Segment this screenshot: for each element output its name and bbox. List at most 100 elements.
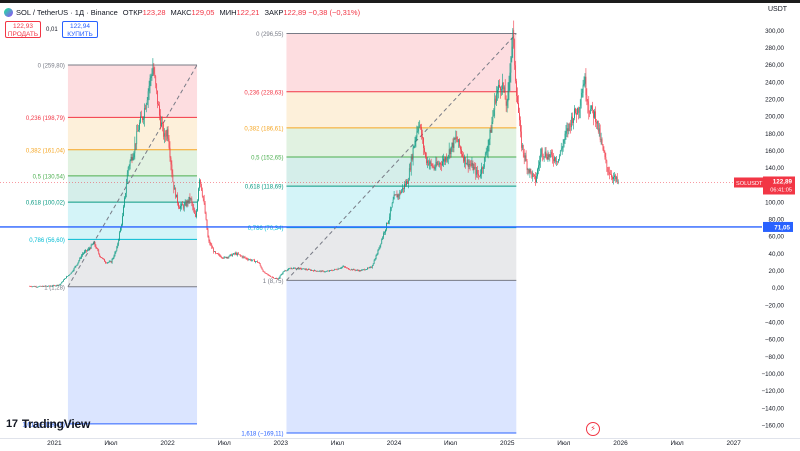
- candle-body: [151, 74, 153, 77]
- candle-body: [332, 269, 334, 271]
- candle-body: [88, 248, 90, 250]
- buy-button[interactable]: 122,94 КУПИТЬ: [62, 21, 98, 38]
- candle-body: [550, 151, 552, 155]
- candle-body: [498, 84, 499, 90]
- candle-body: [472, 162, 474, 171]
- symbol-title[interactable]: SOL / TetherUS · 1Д · Binance: [16, 7, 118, 17]
- candle-body: [163, 133, 165, 137]
- candle-body: [531, 171, 533, 178]
- candle-body: [251, 260, 253, 261]
- candle-body: [285, 270, 287, 272]
- candle-body: [444, 158, 445, 162]
- candle-body: [445, 157, 447, 161]
- candle-body: [146, 100, 148, 105]
- top-bar: [0, 0, 800, 3]
- candle-body: [382, 237, 384, 240]
- candle-body: [322, 270, 324, 272]
- candle-body: [504, 87, 506, 100]
- candle-body: [335, 269, 337, 271]
- candle-body: [403, 187, 404, 189]
- candle-body: [419, 125, 421, 126]
- candle-body: [536, 176, 537, 183]
- candle-body: [95, 245, 97, 249]
- price-axis-tick: 180,00: [765, 131, 784, 138]
- currency-selector[interactable]: USDT: [768, 6, 788, 13]
- candle-body: [587, 101, 589, 105]
- fib-level-label: 0,618 (100,02): [26, 201, 65, 207]
- fib-retracement-fib-2023: 0 (296,55) 0,236 (228,63) 0,382 (186,61) 0,…: [241, 32, 517, 437]
- candle-body: [355, 270, 357, 271]
- candle-body: [349, 269, 350, 271]
- candle-body: [558, 159, 559, 163]
- candle-body: [144, 107, 146, 110]
- fib-level-label: 0,618 (118,69): [245, 185, 284, 191]
- candle-body: [447, 155, 449, 159]
- candle-body: [379, 245, 381, 249]
- candle-body: [216, 253, 217, 254]
- candle-body: [94, 241, 96, 246]
- candle-body: [475, 167, 477, 175]
- candle-body: [295, 268, 297, 270]
- candle-body: [312, 270, 313, 271]
- candle-body: [453, 137, 455, 148]
- solana-icon: [4, 7, 13, 17]
- candle-body: [381, 239, 383, 244]
- candle-body: [63, 279, 64, 282]
- candle-body: [133, 153, 135, 158]
- candle-body: [578, 109, 580, 113]
- candle-body: [85, 250, 86, 252]
- price-axis-tick: 200,00: [765, 114, 784, 121]
- bolt-icon[interactable]: ⚡: [586, 422, 600, 436]
- fib-zone: [67, 239, 198, 287]
- candle-body: [535, 175, 536, 183]
- candle-body: [483, 157, 485, 167]
- candle-body: [356, 269, 358, 271]
- price-axis-tick: 20,00: [769, 268, 785, 275]
- candle-body: [520, 120, 521, 132]
- price-axis-tick: 40,00: [769, 251, 785, 258]
- tradingview-logo[interactable]: 17 TradingView: [6, 417, 90, 431]
- candle-body: [188, 196, 190, 203]
- candle-body: [517, 95, 518, 104]
- candle-body: [190, 198, 192, 200]
- time-axis-tick: Июл: [218, 440, 231, 447]
- candle-body: [62, 281, 64, 283]
- candle-body: [129, 160, 131, 166]
- sell-price: 122,93: [13, 23, 33, 30]
- candle-body: [480, 174, 481, 177]
- candle-body: [529, 169, 531, 173]
- candle-body: [457, 139, 459, 143]
- candle-body: [433, 166, 435, 169]
- candle-body: [263, 271, 265, 273]
- candle-body: [553, 159, 554, 162]
- candle-body: [260, 265, 262, 268]
- candle-body: [255, 261, 256, 263]
- candle-body: [80, 257, 82, 259]
- candle-body: [271, 276, 272, 278]
- candle-body: [452, 142, 454, 148]
- fib-level-label: 1,618 (−169,11): [241, 431, 283, 437]
- candle-body: [264, 272, 266, 274]
- candle-body: [340, 267, 342, 269]
- candle-body: [131, 156, 133, 161]
- candle-body: [446, 158, 448, 161]
- candle-body: [180, 206, 181, 209]
- candle-body: [66, 276, 67, 279]
- candle-body: [435, 161, 437, 168]
- candle-body: [306, 269, 308, 270]
- candle-body: [614, 175, 615, 177]
- sell-button[interactable]: 122,93 ПРОДАТЬ: [5, 21, 41, 38]
- candle-body: [380, 243, 382, 246]
- candle-body: [495, 98, 497, 103]
- candle-body: [463, 156, 464, 162]
- candle-body: [316, 271, 318, 272]
- candle-body: [259, 263, 261, 266]
- price-axis-tick: −20,00: [765, 302, 785, 309]
- price-axis-tick: 240,00: [765, 79, 784, 86]
- candle-body: [522, 145, 524, 153]
- candle-body: [314, 270, 316, 271]
- candle-body: [438, 163, 440, 165]
- last-price-value: 122,89: [773, 178, 793, 185]
- candle-body: [219, 254, 220, 256]
